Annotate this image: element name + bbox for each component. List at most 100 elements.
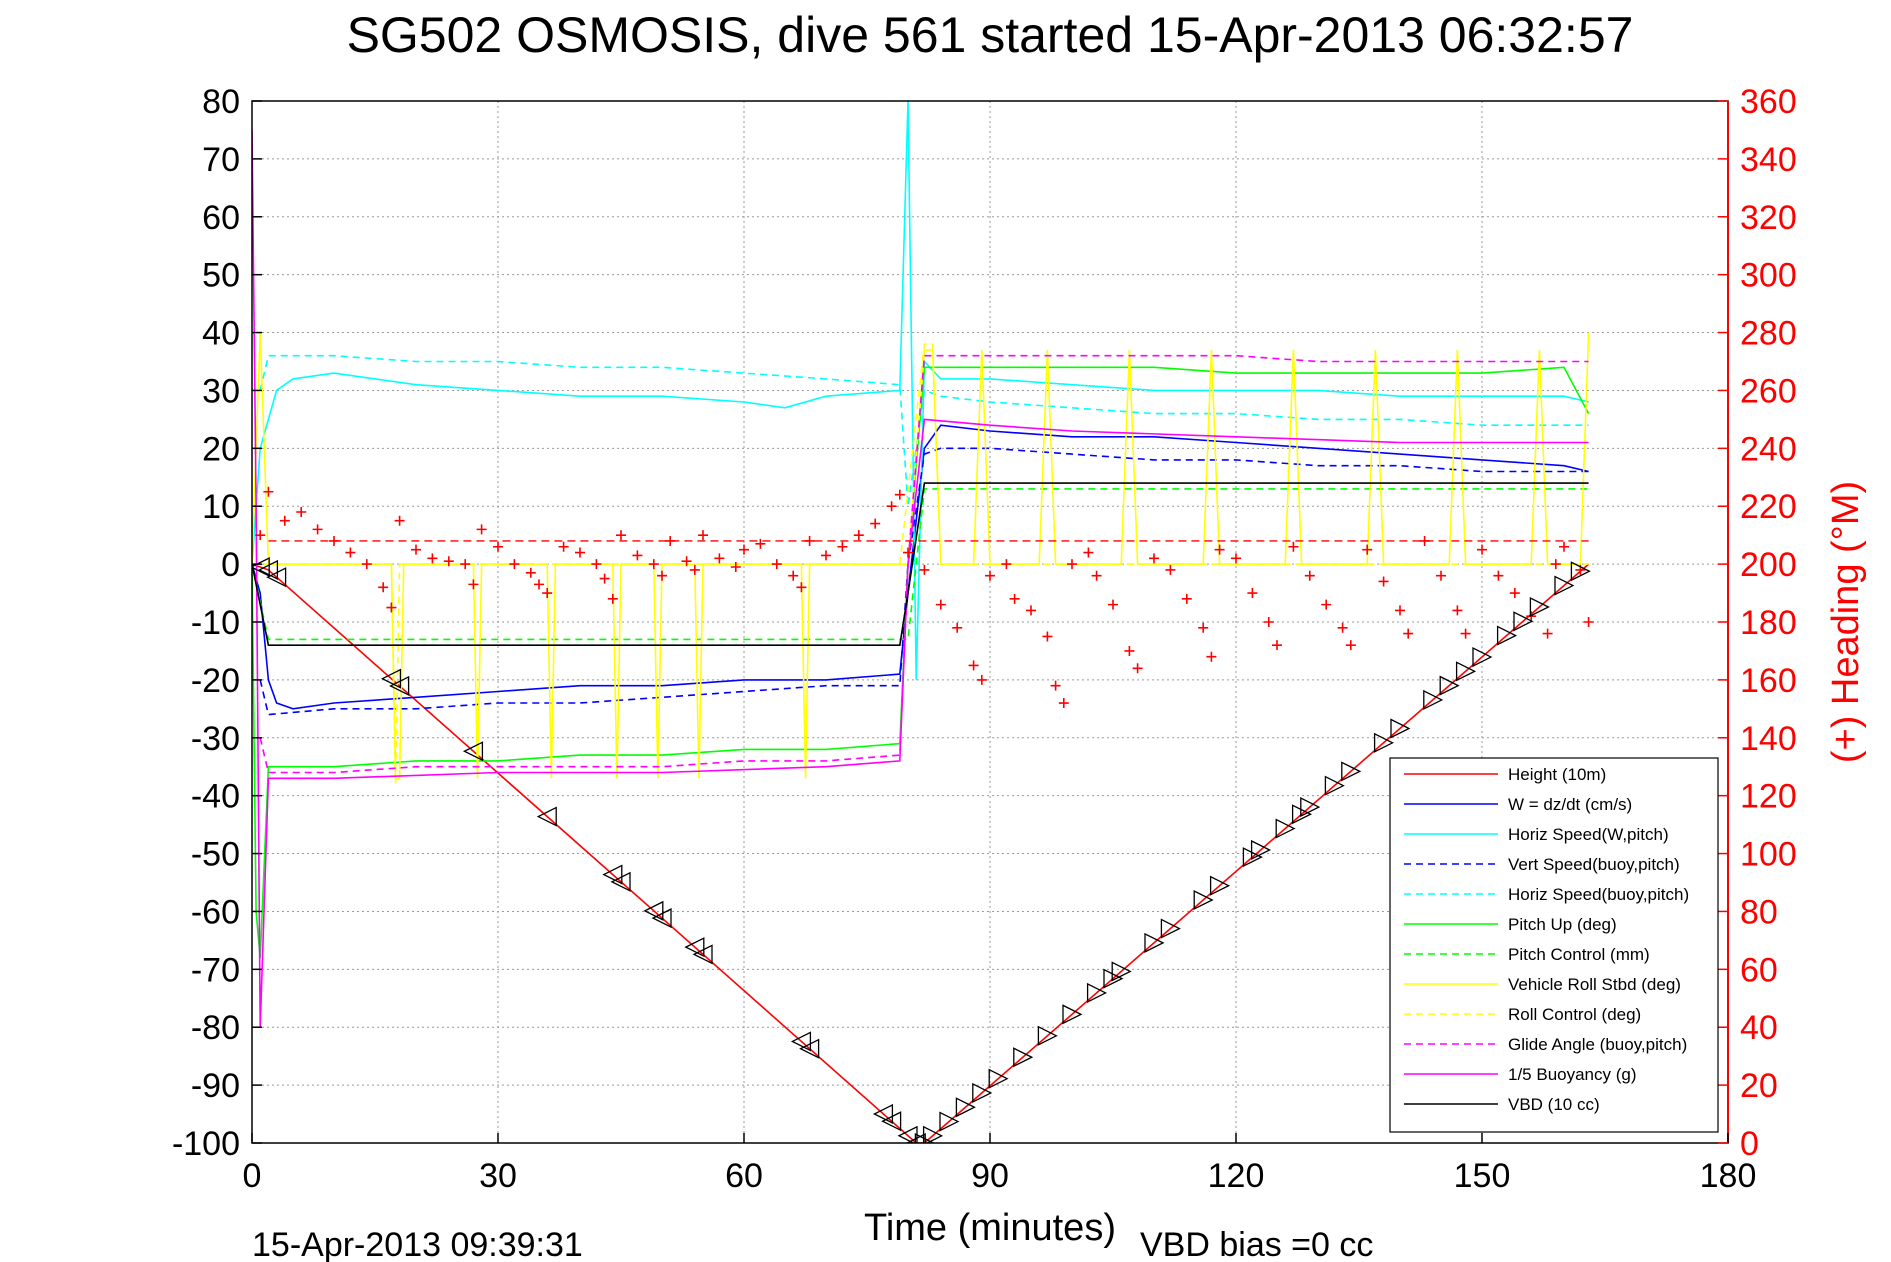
height-marker — [692, 944, 713, 965]
legend-label: Vert Speed(buoy,pitch) — [1508, 855, 1680, 874]
x-tick-label: 90 — [971, 1157, 1009, 1195]
height-marker — [1291, 804, 1313, 825]
y-tick-label-right: 260 — [1740, 372, 1797, 410]
heading-marker — [935, 599, 946, 610]
series-line — [252, 343, 1589, 785]
height-marker — [799, 1038, 820, 1059]
y-tick-label-right: 340 — [1740, 141, 1797, 179]
legend-box — [1389, 757, 1719, 1133]
heading-marker — [894, 489, 905, 500]
series-line — [252, 488, 1589, 641]
y-tick-label-right: 200 — [1740, 546, 1797, 584]
height-marker — [1439, 675, 1460, 696]
heading-marker — [1542, 628, 1553, 639]
heading-marker — [1124, 645, 1135, 656]
height-marker — [1472, 646, 1493, 668]
heading-marker — [534, 579, 544, 590]
y-tick-label-left: -100 — [172, 1125, 240, 1163]
height-marker — [955, 1097, 976, 1118]
height-marker — [1423, 689, 1444, 710]
heading-marker — [1509, 588, 1520, 599]
heading-marker — [1091, 570, 1102, 581]
legend-label: Horiz Speed(buoy,pitch) — [1508, 885, 1689, 904]
heading-marker — [714, 553, 725, 564]
heading-marker — [1181, 593, 1192, 604]
heading-marker — [1550, 559, 1561, 570]
heading-marker — [698, 530, 708, 541]
heading-marker — [804, 535, 815, 546]
heading-marker — [1583, 617, 1594, 627]
height-marker — [1086, 982, 1108, 1003]
heading-marker — [1083, 547, 1094, 558]
heading-marker — [1559, 541, 1569, 552]
heading-marker — [378, 582, 389, 593]
height-marker — [1529, 596, 1550, 618]
y-tick-label-left: 30 — [202, 372, 240, 410]
heading-marker — [1436, 570, 1446, 581]
height-marker — [462, 741, 484, 762]
y-tick-label-right: 120 — [1740, 778, 1797, 816]
legend-label: Roll Control (deg) — [1508, 1005, 1641, 1024]
y-tick-label-left: 10 — [202, 488, 240, 526]
height-marker — [1013, 1047, 1034, 1068]
y-tick-label-left: -30 — [191, 720, 240, 758]
series-line — [252, 482, 1589, 646]
height-marker — [939, 1111, 960, 1132]
y-tick-label-left: -10 — [191, 604, 240, 642]
heading-marker — [1460, 628, 1471, 639]
x-tick-label: 0 — [243, 1157, 262, 1195]
heading-marker — [616, 530, 626, 541]
y-tick-label-left: -20 — [191, 662, 240, 700]
series-line — [252, 424, 1589, 710]
heading-marker — [1214, 544, 1225, 555]
heading-marker — [386, 602, 397, 613]
heading-marker — [493, 541, 503, 552]
legend-label: Pitch Control (mm) — [1508, 945, 1650, 964]
heading-marker — [1206, 651, 1217, 662]
axes: 0 30 60 90 120 150 18080706050403020100-10-20-… — [172, 83, 1797, 1195]
y-tick-label-right: 240 — [1740, 430, 1797, 468]
heading-marker — [607, 593, 618, 604]
height-marker — [1160, 918, 1181, 939]
heading-marker — [1419, 535, 1430, 546]
height-marker — [380, 668, 402, 689]
y-tick-label-left: 70 — [202, 141, 240, 179]
heading-marker — [1108, 599, 1118, 610]
height-marker — [1373, 732, 1395, 753]
y-tick-label-right: 220 — [1740, 488, 1797, 526]
legend-label: Vehicle Roll Stbd (deg) — [1508, 975, 1681, 994]
height-marker — [905, 1132, 926, 1143]
height-marker — [1242, 847, 1263, 868]
heading-marker — [1477, 544, 1487, 555]
legend-label: 1/5 Buoyancy (g) — [1508, 1065, 1637, 1084]
height-marker — [1341, 761, 1362, 782]
y-tick-label-left: -40 — [191, 778, 240, 816]
heading-marker — [296, 507, 307, 518]
height-marker — [1324, 775, 1345, 796]
heading-marker — [1272, 640, 1282, 651]
legend-label: Height (10m) — [1508, 765, 1606, 784]
heading-marker — [1493, 570, 1504, 581]
legend-label: Horiz Speed(W,pitch) — [1508, 825, 1669, 844]
heading-marker — [632, 550, 643, 561]
height-marker — [1193, 889, 1214, 911]
heading-marker — [1058, 698, 1069, 709]
legend-label: Pitch Up (deg) — [1508, 915, 1617, 934]
height-marker — [684, 937, 705, 958]
heading-marker — [837, 541, 848, 552]
height-marker — [266, 567, 287, 588]
heading-marker — [886, 501, 897, 512]
legend-label: W = dz/dt (cm/s) — [1508, 795, 1632, 814]
heading-marker — [1362, 544, 1373, 555]
height-marker — [1554, 575, 1575, 596]
heading-marker — [279, 515, 290, 526]
height-marker — [1570, 561, 1591, 582]
x-tick-label: 180 — [1700, 1157, 1757, 1195]
heading-marker — [394, 515, 405, 526]
right-axis-label: (+) Heading (°M) — [1825, 481, 1867, 763]
series-line — [252, 129, 1589, 1028]
heading-marker — [755, 538, 766, 549]
heading-marker — [591, 559, 602, 570]
heading-marker — [1288, 541, 1299, 552]
